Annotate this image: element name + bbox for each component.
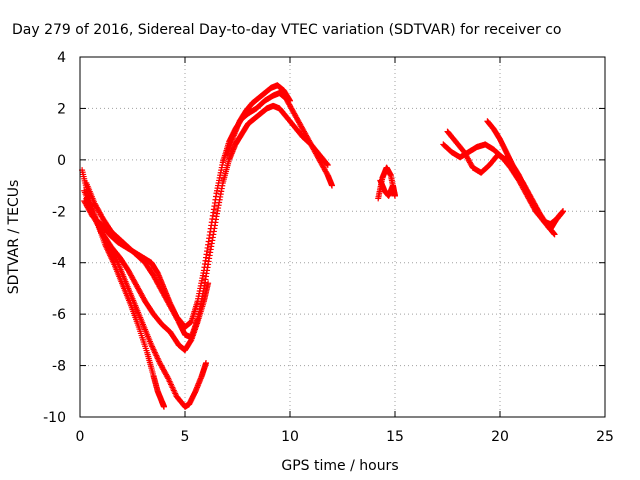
y-tick-label: 4 [57,50,66,66]
y-tick-label: 2 [57,101,66,117]
x-tick-label: 15 [386,429,404,445]
x-tick-label: 25 [596,429,614,445]
data-point [161,403,167,410]
data-point [324,162,331,168]
series-arc-5 [83,102,331,341]
y-tick-label: -4 [52,256,66,272]
y-tick-label: -6 [52,307,66,323]
series-arc-10 [484,118,566,228]
series-arc-6 [224,82,293,158]
x-tick-label: 10 [281,429,299,445]
axis-ticks [79,56,606,418]
plot-frame [79,56,606,418]
grid-lines [80,57,605,417]
data-point [205,280,212,287]
data-point [324,161,331,168]
y-axis-label: SDTVAR / TECUs [6,180,22,295]
data-marks [79,82,566,410]
y-tick-label: -2 [52,204,66,220]
y-tick-labels: -10 -8 -6 -4 -2 0 2 4 [43,50,66,426]
x-axis-label: GPS time / hours [281,458,398,474]
x-tick-label: 0 [76,429,85,445]
data-point [551,231,558,238]
y-tick-label: 0 [57,153,66,169]
data-point [203,360,209,366]
y-tick-label: -10 [43,410,66,426]
x-tick-label: 20 [491,429,509,445]
x-tick-labels: 0 5 10 15 20 25 [76,429,614,445]
data-point [329,182,335,189]
y-tick-label: -8 [52,359,66,375]
data-point [377,177,384,184]
series-arc-7 [375,164,398,202]
chart-title: Day 279 of 2016, Sidereal Day-to-day VTE… [12,22,561,38]
data-point [560,208,566,215]
x-tick-label: 5 [181,429,190,445]
data-point [287,97,293,104]
